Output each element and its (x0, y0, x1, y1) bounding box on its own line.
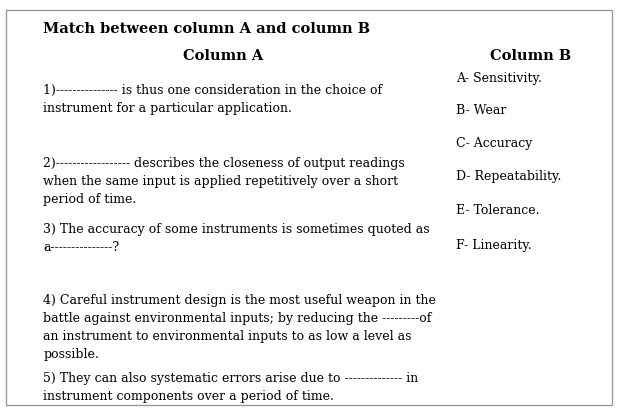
Text: E- Tolerance.: E- Tolerance. (456, 204, 540, 218)
Text: 5) They can also systematic errors arise due to -------------- in
instrument com: 5) They can also systematic errors arise… (43, 372, 419, 403)
Text: 2)------------------ describes the closeness of output readings
when the same in: 2)------------------ describes the close… (43, 157, 406, 207)
Text: D- Repeatability.: D- Repeatability. (456, 170, 562, 183)
Text: C- Accuracy: C- Accuracy (456, 137, 533, 150)
Text: 3) The accuracy of some instruments is sometimes quoted as
a---------------?: 3) The accuracy of some instruments is s… (43, 223, 430, 254)
Text: Match between column A and column B: Match between column A and column B (43, 22, 371, 36)
Text: Column B: Column B (491, 49, 571, 63)
Text: 1)--------------- is thus one consideration in the choice of
instrument for a pa: 1)--------------- is thus one considerat… (43, 84, 383, 115)
FancyBboxPatch shape (6, 10, 612, 405)
Text: A- Sensitivity.: A- Sensitivity. (456, 72, 542, 85)
Text: F- Linearity.: F- Linearity. (456, 239, 532, 252)
Text: B- Wear: B- Wear (456, 104, 507, 117)
Text: .: . (43, 239, 47, 252)
Text: Column A: Column A (183, 49, 264, 63)
Text: 4) Careful instrument design is the most useful weapon in the
battle against env: 4) Careful instrument design is the most… (43, 294, 437, 362)
